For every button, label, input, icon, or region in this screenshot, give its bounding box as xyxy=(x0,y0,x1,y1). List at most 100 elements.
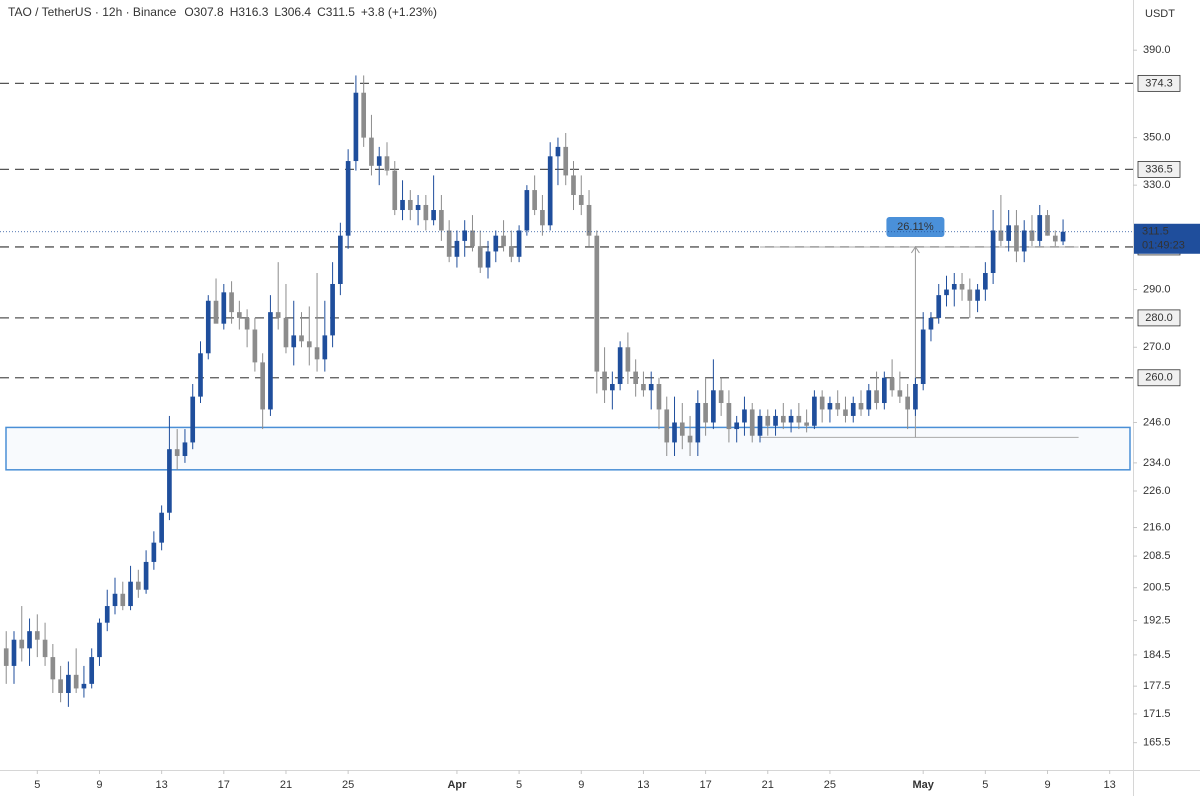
candle-body xyxy=(314,347,320,360)
candle-body xyxy=(361,92,367,138)
candle-body xyxy=(244,317,250,330)
candle-body xyxy=(66,674,71,694)
candle-body xyxy=(532,190,537,211)
candle-body xyxy=(983,273,988,290)
candle-body xyxy=(182,442,188,457)
candle-body xyxy=(128,581,133,607)
x-tick-label: Apr xyxy=(447,779,467,791)
candle-body xyxy=(384,156,390,171)
candle-body xyxy=(268,312,273,410)
candle-body xyxy=(672,422,677,443)
candle-body xyxy=(990,230,996,274)
candle-body xyxy=(508,246,514,257)
candle-body xyxy=(42,639,48,658)
candle-body xyxy=(407,199,413,211)
level-tag-bg xyxy=(1137,369,1181,387)
candle-body xyxy=(881,377,887,404)
candle-body xyxy=(446,230,452,257)
candle-body xyxy=(874,390,879,404)
y-tick-label: 390.0 xyxy=(1143,44,1171,56)
y-tick-label: 270.0 xyxy=(1143,341,1171,353)
x-tick-label: 17 xyxy=(218,779,230,791)
candle-body xyxy=(812,396,817,426)
level-tag: 280.0 xyxy=(1145,312,1173,324)
last-price-tag-bg xyxy=(1134,223,1200,254)
candle-body xyxy=(827,403,833,410)
candle-body xyxy=(338,235,343,284)
candle-body xyxy=(586,204,592,236)
candle-body xyxy=(547,156,553,226)
candle-body xyxy=(97,622,102,658)
candle-body xyxy=(237,312,242,318)
level-tag-bg xyxy=(1137,160,1181,178)
candle-body xyxy=(104,606,110,623)
candle-body xyxy=(159,512,164,543)
candle-body xyxy=(975,289,980,301)
candle-body xyxy=(205,300,211,354)
level-tag: 260.0 xyxy=(1145,372,1173,384)
candle-body xyxy=(89,657,95,684)
candle-body xyxy=(120,593,126,607)
candle-body xyxy=(889,377,895,391)
x-tick-label: 5 xyxy=(982,779,988,791)
candle-body xyxy=(229,292,234,313)
candle-body xyxy=(913,384,918,410)
y-tick-label: 234.0 xyxy=(1143,457,1171,469)
x-tick-label: 17 xyxy=(699,779,711,791)
candle-body xyxy=(641,384,646,391)
candle-body xyxy=(773,415,778,426)
currency-label: USDT xyxy=(1145,8,1175,20)
ohlc-value: O307.8 xyxy=(184,5,224,19)
symbol-title: TAO / TetherUS · 12h · Binance xyxy=(8,5,177,19)
y-tick-label: 246.0 xyxy=(1143,416,1171,428)
candle-body xyxy=(866,390,872,410)
candle-body xyxy=(695,403,701,443)
candle-body xyxy=(477,246,483,268)
candle-body xyxy=(571,175,576,196)
candle-body xyxy=(944,289,949,296)
measure-label: 26.11% xyxy=(897,221,934,233)
x-tick-label: 5 xyxy=(34,779,40,791)
candle-body xyxy=(1029,230,1035,241)
y-tick-label: 165.5 xyxy=(1143,737,1171,749)
last-price-tag: 311.5 xyxy=(1142,226,1169,238)
countdown: 01:49:23 xyxy=(1142,240,1185,252)
candle-body xyxy=(788,415,794,423)
candle-body xyxy=(400,199,405,211)
candle-body xyxy=(804,422,809,426)
candle-body xyxy=(1021,230,1027,252)
candle-body xyxy=(524,190,530,231)
candle-body xyxy=(718,390,724,404)
candle-body xyxy=(951,283,957,290)
candle-body xyxy=(306,341,312,348)
candle-body xyxy=(283,317,289,348)
ohlc-value: L306.4 xyxy=(274,5,311,19)
candle-body xyxy=(734,422,740,430)
candle-body xyxy=(151,542,157,562)
candle-body xyxy=(563,146,569,176)
support-zone xyxy=(5,426,1131,471)
candle-body xyxy=(369,137,374,166)
x-tick-label: 21 xyxy=(280,779,292,791)
candle-body xyxy=(112,593,118,607)
candle-body xyxy=(322,335,328,360)
candle-body xyxy=(462,230,468,241)
candle-body xyxy=(11,639,17,666)
candle-body xyxy=(679,422,685,436)
candle-body xyxy=(299,335,304,342)
y-tick-label: 208.5 xyxy=(1143,550,1171,562)
candle-body xyxy=(260,362,265,410)
candle-body xyxy=(493,235,499,252)
candle-body xyxy=(757,415,763,436)
candle-body xyxy=(252,329,258,363)
candle-body xyxy=(959,283,965,290)
candle-body xyxy=(687,435,693,443)
candle-body xyxy=(81,683,87,689)
candle-body xyxy=(345,161,351,236)
candle-body xyxy=(936,295,942,318)
ohlc-legend: O307.8 H316.3 L306.4 C311.5 +3.8 (+1.23%) xyxy=(184,5,437,19)
candle-body xyxy=(1037,215,1043,241)
candle-body xyxy=(73,674,79,689)
